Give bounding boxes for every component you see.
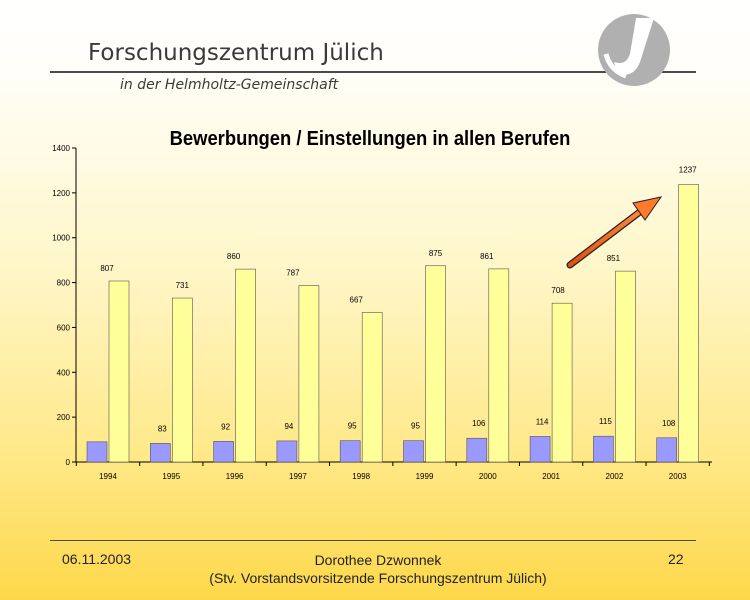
bar-bewerbungen-2002 <box>615 270 636 463</box>
bar-bewerbungen-2000 <box>488 268 510 463</box>
data-label-einstellungen-1997: 94 <box>284 422 293 431</box>
bar-einstellungen-2001 <box>529 436 551 463</box>
footer-author-role: (Stv. Vorstandsvorsitzende Forschungszen… <box>209 570 547 586</box>
bar-bewerbungen-2001 <box>551 302 573 463</box>
data-label-einstellungen-1998: 95 <box>348 422 357 431</box>
x-tick-label-1995: 1995 <box>162 472 180 481</box>
x-tick-label-1996: 1996 <box>226 472 244 481</box>
bar-einstellungen-1999 <box>403 440 424 463</box>
data-label-bewerbungen-1997: 787 <box>286 268 300 277</box>
bar-einstellungen-2000 <box>466 437 488 463</box>
bar-einstellungen-2002 <box>593 435 614 463</box>
data-label-bewerbungen-2001: 708 <box>551 286 565 295</box>
data-label-bewerbungen-1995: 731 <box>176 281 190 290</box>
data-label-bewerbungen-2000: 861 <box>480 252 494 261</box>
bar-bewerbungen-1994 <box>108 280 130 463</box>
data-label-bewerbungen-1998: 667 <box>350 295 364 304</box>
x-tick-label-2003: 2003 <box>669 472 687 481</box>
trend-arrowhead <box>632 196 663 221</box>
header-divider <box>50 71 696 73</box>
footer-author: Dorothee Dzwonnek (Stv. Vorstandsvorsitz… <box>200 551 556 587</box>
x-tick-label-1999: 1999 <box>416 472 434 481</box>
fzj-logo-icon <box>598 14 670 86</box>
y-tick-label: 600 <box>57 323 71 332</box>
x-tick-label-2002: 2002 <box>606 472 624 481</box>
y-tick-label: 1400 <box>52 144 70 153</box>
organization-subtitle: in der Helmholtz-Gemeinschaft <box>120 77 339 93</box>
data-label-einstellungen-2002: 115 <box>599 417 612 426</box>
bar-bewerbungen-1995 <box>172 297 193 463</box>
bar-bewerbungen-1998 <box>361 312 383 463</box>
y-tick-label: 200 <box>57 413 71 422</box>
y-tick-label: 400 <box>57 368 71 377</box>
bar-einstellungen-1998 <box>339 440 361 463</box>
x-tick-label-2000: 2000 <box>479 472 497 481</box>
data-label-einstellungen-2001: 114 <box>536 417 549 426</box>
data-label-einstellungen-2000: 106 <box>472 419 486 428</box>
data-label-einstellungen-1996: 92 <box>221 422 230 431</box>
data-label-bewerbungen-1999: 875 <box>429 249 443 258</box>
bar-einstellungen-2003 <box>656 437 678 463</box>
y-tick-label: 800 <box>57 279 71 288</box>
x-tick-label-1997: 1997 <box>289 472 307 481</box>
x-tick-label-1994: 1994 <box>99 472 117 481</box>
data-label-einstellungen-2003: 108 <box>662 419 676 428</box>
data-label-bewerbungen-2002: 851 <box>607 254 621 263</box>
x-tick-label-1998: 1998 <box>352 472 370 481</box>
y-tick-label: 1000 <box>52 234 70 243</box>
footer-date: 06.11.2003 <box>62 551 132 567</box>
data-label-einstellungen-1999: 95 <box>411 422 420 431</box>
y-tick-label: 0 <box>66 458 71 467</box>
bar-einstellungen-1994 <box>86 441 108 463</box>
bar-bewerbungen-1996 <box>235 268 256 463</box>
data-label-einstellungen-1995: 83 <box>158 424 167 433</box>
x-tick-label-2001: 2001 <box>542 472 560 481</box>
data-label-bewerbungen-1996: 860 <box>227 252 241 261</box>
organization-title: Forschungszentrum Jülich <box>88 40 384 66</box>
bar-einstellungen-1995 <box>150 443 171 463</box>
bar-bewerbungen-1999 <box>425 265 446 463</box>
bar-bewerbungen-2003 <box>678 184 700 463</box>
data-label-bewerbungen-2003: 1237 <box>679 166 697 175</box>
chart-title: Bewerbungen / Einstellungen in allen Ber… <box>169 128 571 150</box>
bar-einstellungen-1996 <box>213 441 234 463</box>
data-label-bewerbungen-1994: 807 <box>100 264 114 273</box>
page-number: 22 <box>668 551 684 567</box>
footer-divider <box>50 540 696 541</box>
bar-einstellungen-1997 <box>276 440 298 463</box>
footer-author-name: Dorothee Dzwonnek <box>314 552 442 568</box>
bar-bewerbungen-1997 <box>298 285 320 463</box>
y-tick-label: 1200 <box>52 189 70 198</box>
